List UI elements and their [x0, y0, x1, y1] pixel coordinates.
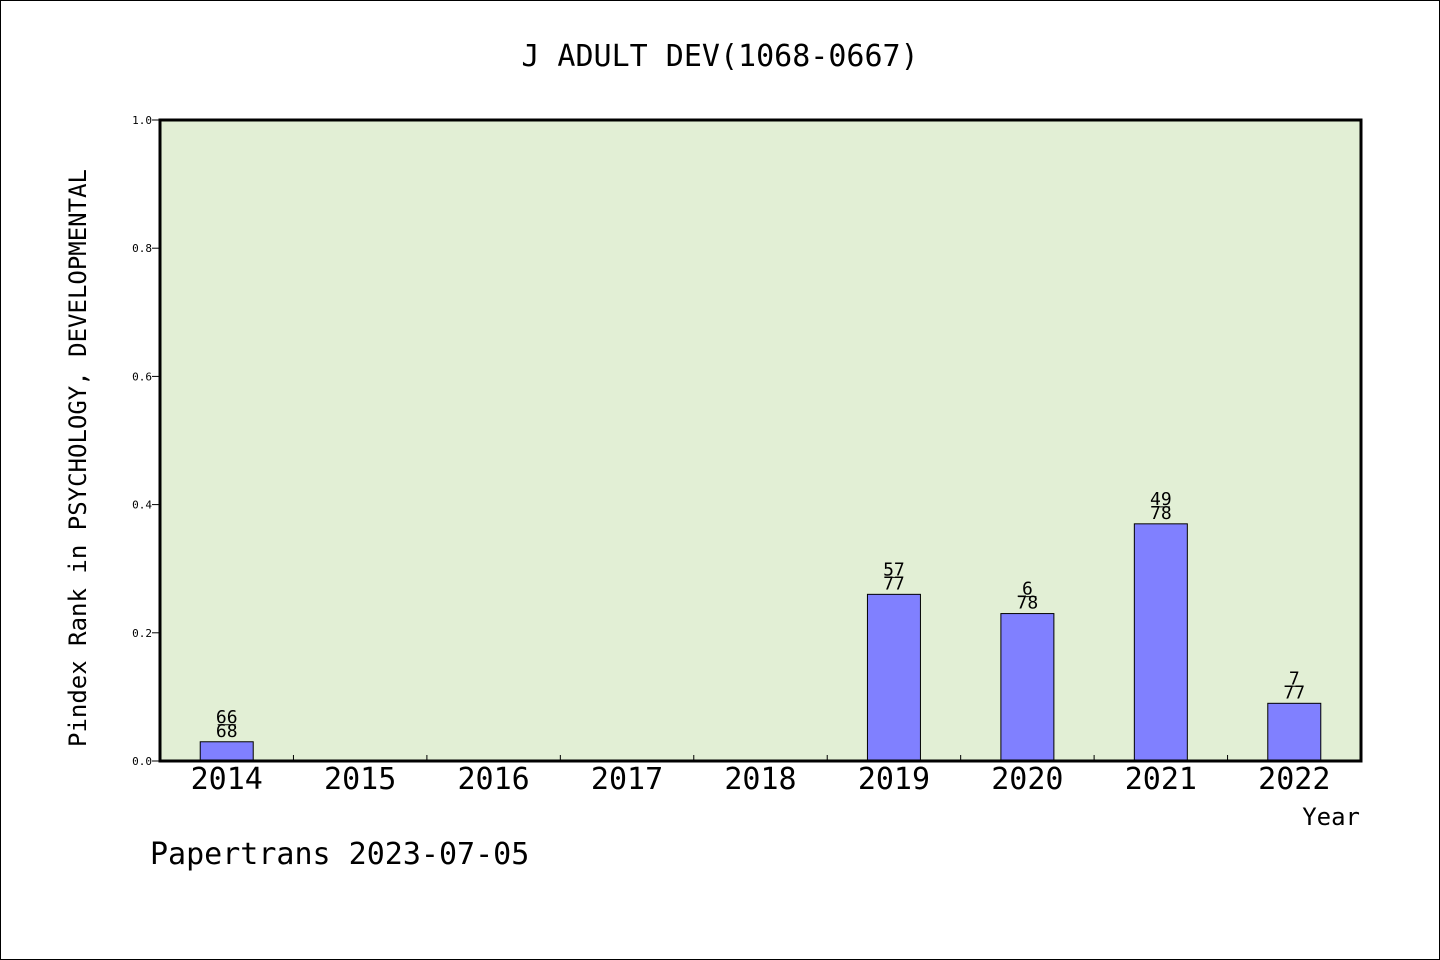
bar-label-numerator: 49: [1150, 489, 1172, 510]
bar-2014: [199, 741, 254, 762]
x-tick-label: 2018: [724, 762, 796, 797]
y-tick-label: 0.4: [132, 499, 152, 512]
y-axis-label: Pindex Rank in PSYCHOLOGY, DEVELOPMENTAL: [64, 169, 92, 747]
x-tick-label: 2022: [1258, 762, 1330, 797]
bar-label-numerator: 7: [1289, 668, 1300, 689]
y-tick-label: 0.8: [132, 242, 152, 255]
x-tick-label: 2017: [591, 762, 663, 797]
x-tick-label: 2015: [324, 762, 396, 797]
x-tick-label: 2020: [991, 762, 1063, 797]
y-tick-label: 1.0: [132, 114, 152, 127]
x-tick-label: 2021: [1125, 762, 1197, 797]
bar-label-denominator: 78: [1150, 503, 1172, 524]
bar-label-numerator: 6: [1022, 579, 1033, 600]
chart-title: J ADULT DEV(1068-0667): [521, 39, 918, 74]
bar-label-denominator: 77: [883, 573, 905, 594]
x-tick-label: 2014: [191, 762, 263, 797]
bar-label-denominator: 78: [1017, 593, 1039, 614]
x-tick-label: 2019: [858, 762, 930, 797]
bar-label-denominator: 68: [216, 721, 238, 742]
x-tick-label: 2016: [457, 762, 529, 797]
x-axis-label: Year: [1302, 803, 1360, 831]
y-tick-label: 0.0: [132, 755, 152, 768]
bar-2021: [1133, 523, 1188, 762]
plot-border: [158, 118, 1363, 763]
footer-text: Papertrans 2023-07-05: [150, 837, 529, 872]
bar-2022: [1267, 702, 1322, 762]
y-tick-label: 0.2: [132, 627, 152, 640]
bar-label-numerator: 66: [216, 707, 238, 728]
bar-label-numerator: 57: [883, 559, 905, 580]
bar-label-denominator: 77: [1283, 682, 1305, 703]
bar-2020: [1000, 613, 1055, 762]
y-tick-label: 0.6: [132, 370, 152, 383]
bar-2019: [866, 593, 921, 762]
